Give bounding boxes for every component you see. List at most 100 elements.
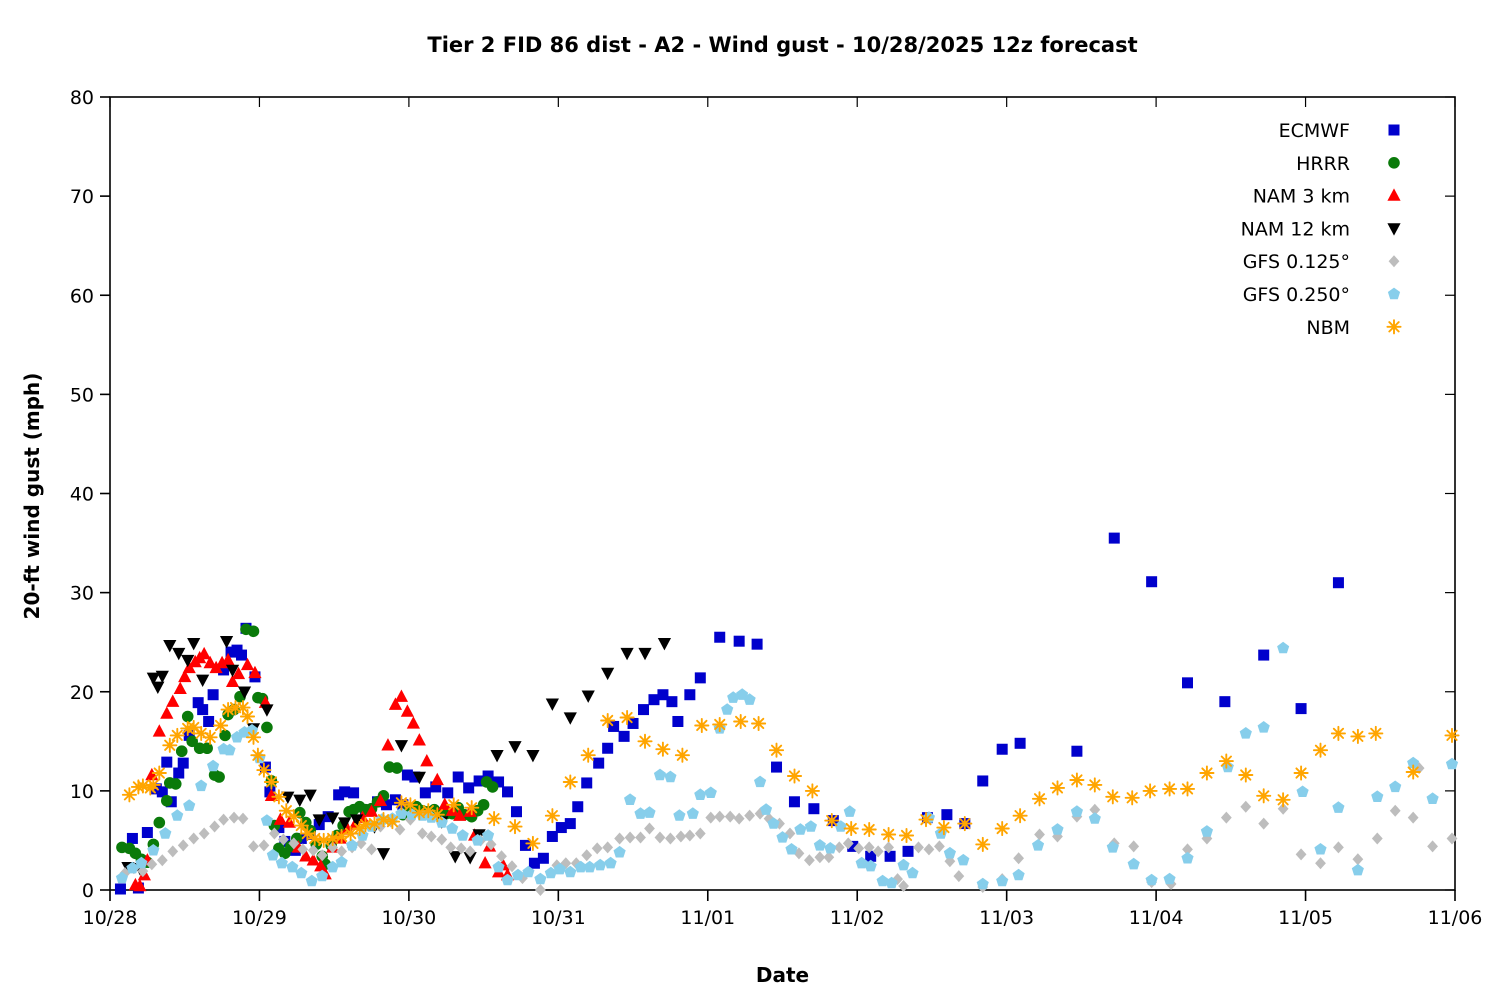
nbm-point [733, 713, 749, 730]
gfs-0-250--point [456, 829, 469, 841]
x-tick-label: 11/05 [1278, 907, 1333, 929]
nbm-point [162, 737, 178, 753]
legend-marker-circle [1388, 157, 1400, 169]
gfs-0-250--point [171, 809, 184, 821]
ecmwf-point [482, 770, 494, 782]
gfs-0-250--point [266, 848, 279, 861]
gfs-0-250--point [1314, 843, 1327, 855]
y-tick-label: 60 [70, 285, 94, 307]
nbm-point [411, 805, 427, 821]
nbm-point [843, 820, 859, 837]
ecmwf-point [608, 720, 620, 732]
gfs-0-250--point [1051, 823, 1064, 835]
nbm-point [1179, 781, 1196, 797]
nbm-point [446, 797, 462, 813]
x-axis-title: Date [755, 963, 810, 987]
gfs-0-125--point [1407, 811, 1419, 824]
nam-3-km-point [445, 803, 459, 816]
gfs-0-125--point [883, 841, 895, 854]
ecmwf-point [714, 631, 726, 643]
gfs-0-250--point [1032, 839, 1045, 851]
nbm-point [1275, 792, 1291, 808]
hrrr-point [293, 806, 306, 819]
gfs-0-125--point [1182, 843, 1193, 856]
gfs-0-250--point [260, 814, 273, 826]
gfs-0-125--point [455, 842, 467, 855]
nbm-point [256, 762, 272, 778]
gfs-0-125--point [1089, 803, 1101, 816]
gfs-0-250--point [776, 831, 789, 843]
gfs-0-125--point [635, 831, 646, 844]
ecmwf-point [192, 697, 204, 709]
gfs-0-250--point [594, 858, 607, 871]
gfs-0-250--point [957, 853, 970, 866]
gfs-0-250--point [564, 865, 577, 878]
ecmwf-point [666, 696, 678, 708]
gfs-0-250--point [1257, 721, 1270, 733]
nam-3-km-point [221, 652, 235, 666]
ecmwf-point [847, 840, 859, 852]
nbm-point [135, 778, 151, 794]
x-tick-label: 10/28 [83, 907, 138, 929]
gfs-0-250--point [813, 839, 826, 851]
gfs-0-250--point [147, 844, 160, 856]
nbm-point [1069, 772, 1085, 788]
gfs-0-125--point [336, 845, 348, 858]
gfs-0-125--point [248, 840, 259, 853]
ecmwf-point [1014, 737, 1026, 749]
nbm-point [712, 716, 728, 733]
gfs-0-250--point [804, 820, 817, 832]
nbm-point [180, 720, 196, 736]
y-tick-label: 70 [70, 186, 94, 208]
gfs-0-125--point [327, 841, 339, 854]
ecmwf-point [348, 787, 360, 799]
gfs-0-250--point [613, 845, 626, 858]
ecmwf-point [602, 742, 614, 754]
nbm-point [263, 774, 279, 790]
gfs-0-125--point [1258, 817, 1270, 830]
nam-3-km-point [248, 665, 262, 679]
legend-marker-pentagon [1387, 287, 1401, 300]
nam-12-km-point [448, 851, 462, 864]
nam-3-km-point [166, 694, 180, 707]
nam-12-km-point [526, 749, 540, 763]
nbm-point [213, 717, 229, 734]
gfs-0-250--point [1070, 805, 1083, 817]
gfs-0-250--point [583, 860, 596, 873]
nam-12-km-point [293, 794, 307, 807]
nbm-point [202, 729, 218, 745]
gfs-0-125--point [506, 860, 518, 873]
gfs-0-250--point [1296, 785, 1309, 797]
legend-label: GFS 0.250° [1243, 284, 1350, 306]
nam-12-km-point [303, 789, 317, 803]
nam-3-km-point [306, 853, 320, 866]
gfs-0-125--point [872, 845, 884, 858]
gfs-0-250--point [653, 768, 666, 781]
nam-3-km-point [478, 856, 492, 869]
nbm-point [751, 715, 767, 732]
legend-marker-triangle-down [1387, 223, 1401, 236]
nam-12-km-point [326, 812, 340, 825]
gfs-0-125--point [898, 880, 909, 893]
gfs-0-125--point [694, 827, 706, 840]
legend-marker-diamond [1388, 255, 1400, 268]
gfs-0-125--point [934, 840, 945, 853]
x-tick-label: 11/06 [1428, 907, 1483, 929]
nbm-point [562, 774, 578, 790]
nam-12-km-point [376, 848, 391, 861]
gfs-0-250--point [843, 805, 856, 817]
gfs-0-250--point [115, 871, 128, 884]
gfs-0-250--point [906, 866, 919, 879]
gfs-0-125--point [654, 831, 666, 844]
nbm-point [694, 717, 710, 734]
gfs-0-125--point [156, 854, 168, 867]
nbm-point [881, 826, 897, 843]
nbm-point [1238, 767, 1254, 783]
ecmwf-point [996, 743, 1008, 755]
gfs-0-250--point [794, 823, 807, 835]
nbm-point [619, 709, 635, 726]
x-tick-label: 11/04 [1129, 907, 1184, 929]
gfs-0-125--point [485, 838, 497, 851]
